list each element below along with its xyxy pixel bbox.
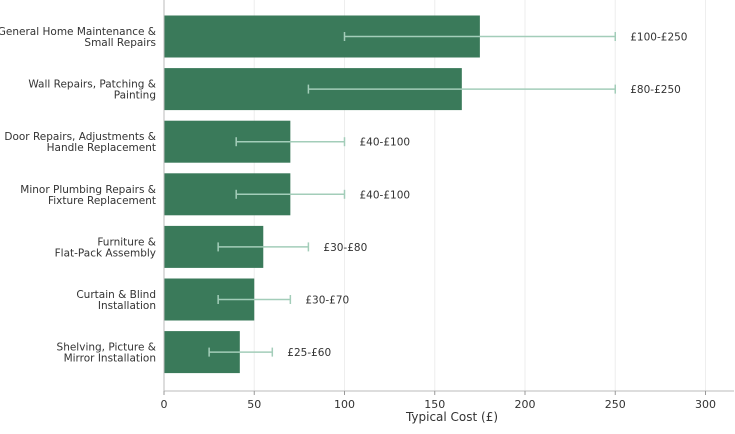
grid-lines — [253, 0, 706, 391]
category-label-line: Furniture & — [97, 236, 156, 248]
x-ticks-group: 0 50 100 150 200 250 300 — [161, 391, 716, 411]
x-tick-label: 0 — [161, 398, 168, 411]
category-label-line: Flat-Pack Assembly — [55, 247, 156, 259]
category-label-line: Curtain & Blind — [76, 289, 156, 301]
category-label: Furniture & Flat-Pack Assembly — [55, 236, 156, 259]
category-label: Door Repairs, Adjustments & Handle Replac… — [4, 131, 156, 154]
category-label: Minor Plumbing Repairs & Fixture Replacem… — [20, 184, 156, 207]
range-label: £25-£60 — [287, 347, 331, 359]
x-tick-label: 300 — [695, 398, 716, 411]
category-label-line: Painting — [114, 90, 156, 102]
range-labels-group: £100-£250 £80-£250 £40-£100 £40-£100 £30-£80… — [287, 32, 687, 360]
category-label-line: Fixture Replacement — [48, 195, 156, 207]
category-label: Shelving, Picture & Mirror Installation — [57, 342, 156, 365]
x-tick-label: 250 — [605, 398, 626, 411]
range-label: £40-£100 — [360, 137, 411, 149]
category-label-line: Handle Replacement — [47, 142, 156, 154]
range-label: £80-£250 — [630, 84, 681, 96]
x-tick-label: 100 — [334, 398, 355, 411]
category-label-line: Installation — [98, 300, 156, 312]
range-label: £30-£70 — [305, 295, 349, 307]
category-label-line: Door Repairs, Adjustments & — [4, 131, 156, 143]
category-labels-group: General Home Maintenance & Small Repairs W… — [0, 26, 156, 365]
range-label: £30-£80 — [323, 242, 367, 254]
category-label-line: Mirror Installation — [64, 353, 156, 365]
x-tick-label: 50 — [247, 398, 261, 411]
axes-group — [163, 0, 734, 392]
category-label-line: Wall Repairs, Patching & — [28, 79, 156, 91]
category-label: General Home Maintenance & Small Repairs — [0, 26, 156, 49]
error-bars-group — [208, 32, 616, 357]
category-label-line: General Home Maintenance & — [0, 26, 156, 38]
x-tick-label: 150 — [424, 398, 445, 411]
x-tick-label: 200 — [515, 398, 536, 411]
category-label-line: Minor Plumbing Repairs & — [20, 184, 156, 196]
x-axis-title: Typical Cost (£) — [405, 410, 498, 424]
range-label: £100-£250 — [630, 32, 687, 44]
range-label: £40-£100 — [360, 189, 411, 201]
category-label-line: Small Repairs — [84, 37, 156, 49]
category-label: Curtain & Blind Installation — [76, 289, 156, 312]
category-label-line: Shelving, Picture & — [57, 342, 156, 354]
category-label: Wall Repairs, Patching & Painting — [28, 79, 156, 102]
